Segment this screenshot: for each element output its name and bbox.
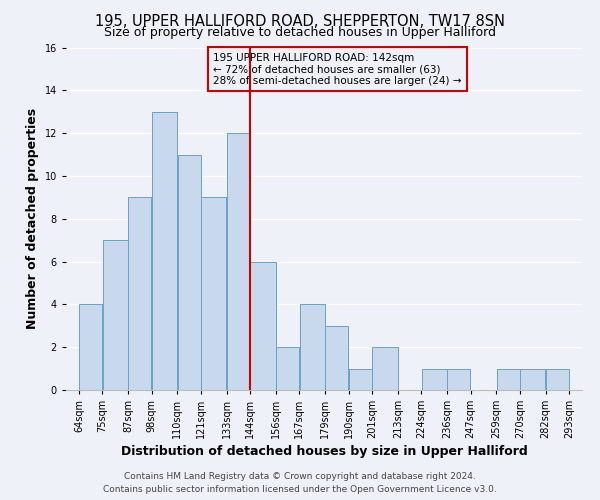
Y-axis label: Number of detached properties: Number of detached properties (26, 108, 39, 330)
Text: Contains HM Land Registry data © Crown copyright and database right 2024.
Contai: Contains HM Land Registry data © Crown c… (103, 472, 497, 494)
Bar (299, 304, 325, 390)
Bar (349, 368, 372, 390)
Bar (201, 198, 226, 390)
Bar (227, 133, 250, 390)
Bar (276, 347, 299, 390)
Bar (422, 368, 447, 390)
Bar (152, 112, 177, 390)
Text: 195, UPPER HALLIFORD ROAD, SHEPPERTON, TW17 8SN: 195, UPPER HALLIFORD ROAD, SHEPPERTON, T… (95, 14, 505, 29)
Text: 195 UPPER HALLIFORD ROAD: 142sqm
← 72% of detached houses are smaller (63)
28% o: 195 UPPER HALLIFORD ROAD: 142sqm ← 72% o… (213, 52, 461, 86)
Bar (103, 240, 128, 390)
Bar (373, 347, 398, 390)
Bar (447, 368, 470, 390)
Bar (128, 198, 151, 390)
Bar (250, 262, 275, 390)
Bar (79, 304, 102, 390)
Bar (497, 368, 520, 390)
Bar (178, 154, 201, 390)
Bar (520, 368, 545, 390)
X-axis label: Distribution of detached houses by size in Upper Halliford: Distribution of detached houses by size … (121, 446, 527, 458)
Text: Size of property relative to detached houses in Upper Halliford: Size of property relative to detached ho… (104, 26, 496, 39)
Bar (325, 326, 349, 390)
Bar (546, 368, 569, 390)
